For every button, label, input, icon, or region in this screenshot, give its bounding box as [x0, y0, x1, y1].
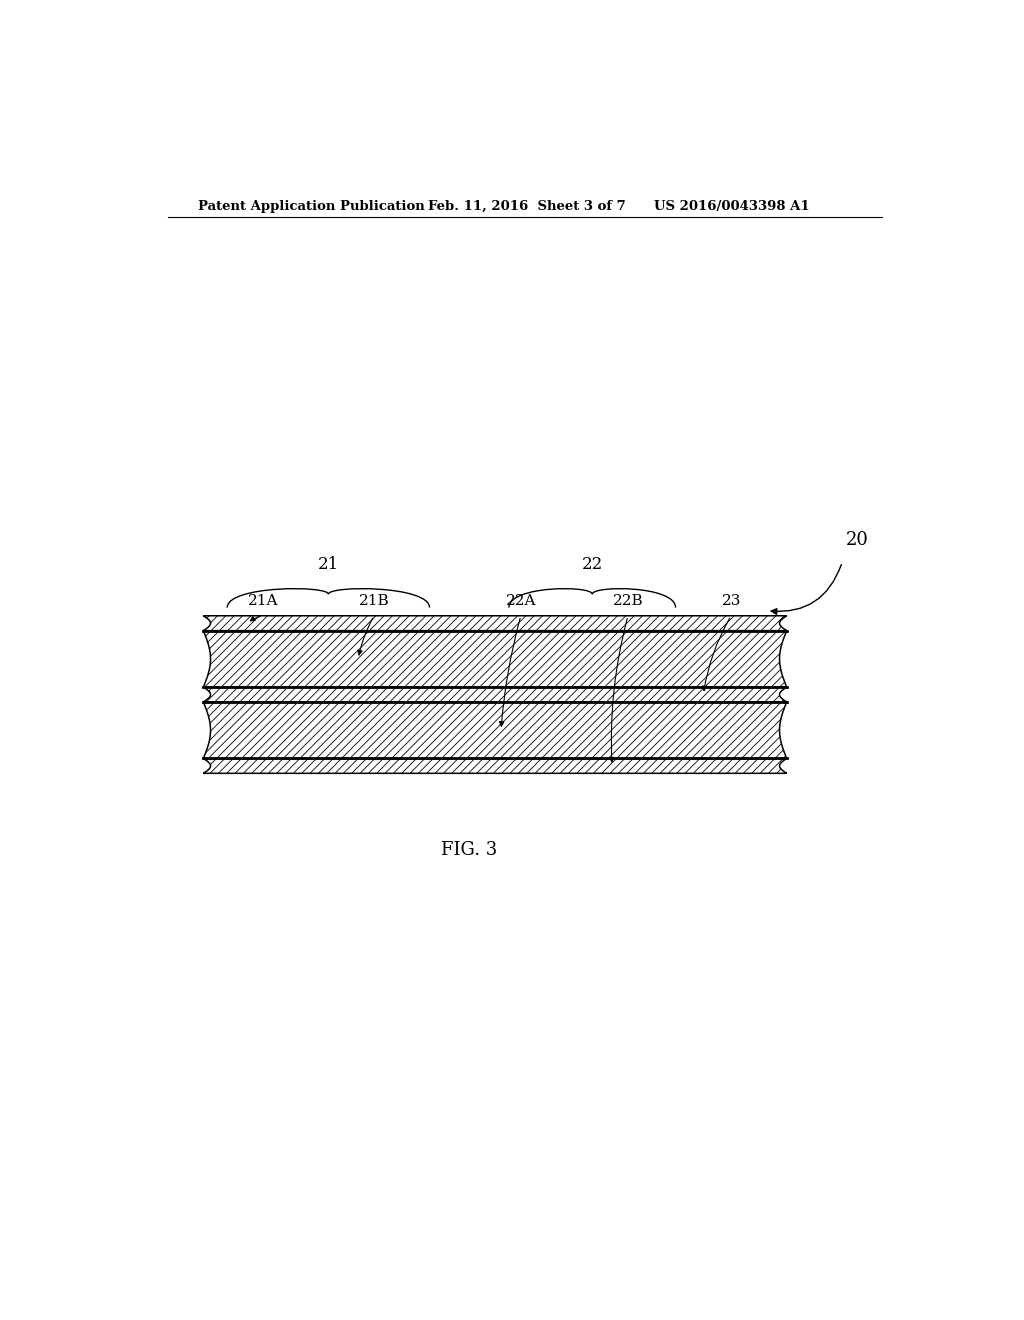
Text: 21B: 21B	[358, 594, 389, 607]
Text: 22: 22	[582, 556, 603, 573]
Text: US 2016/0043398 A1: US 2016/0043398 A1	[654, 199, 810, 213]
Polygon shape	[204, 688, 786, 702]
Polygon shape	[204, 615, 786, 631]
Text: 21: 21	[317, 556, 339, 573]
Text: Patent Application Publication: Patent Application Publication	[198, 199, 425, 213]
Text: 20: 20	[846, 531, 869, 549]
Text: FIG. 3: FIG. 3	[441, 841, 498, 858]
Text: 22A: 22A	[506, 594, 537, 607]
Text: 22B: 22B	[612, 594, 643, 607]
Polygon shape	[204, 759, 786, 774]
Text: Feb. 11, 2016  Sheet 3 of 7: Feb. 11, 2016 Sheet 3 of 7	[428, 199, 626, 213]
Text: 23: 23	[722, 594, 740, 607]
Polygon shape	[204, 631, 786, 688]
Text: 21A: 21A	[248, 594, 279, 607]
Polygon shape	[204, 702, 786, 759]
